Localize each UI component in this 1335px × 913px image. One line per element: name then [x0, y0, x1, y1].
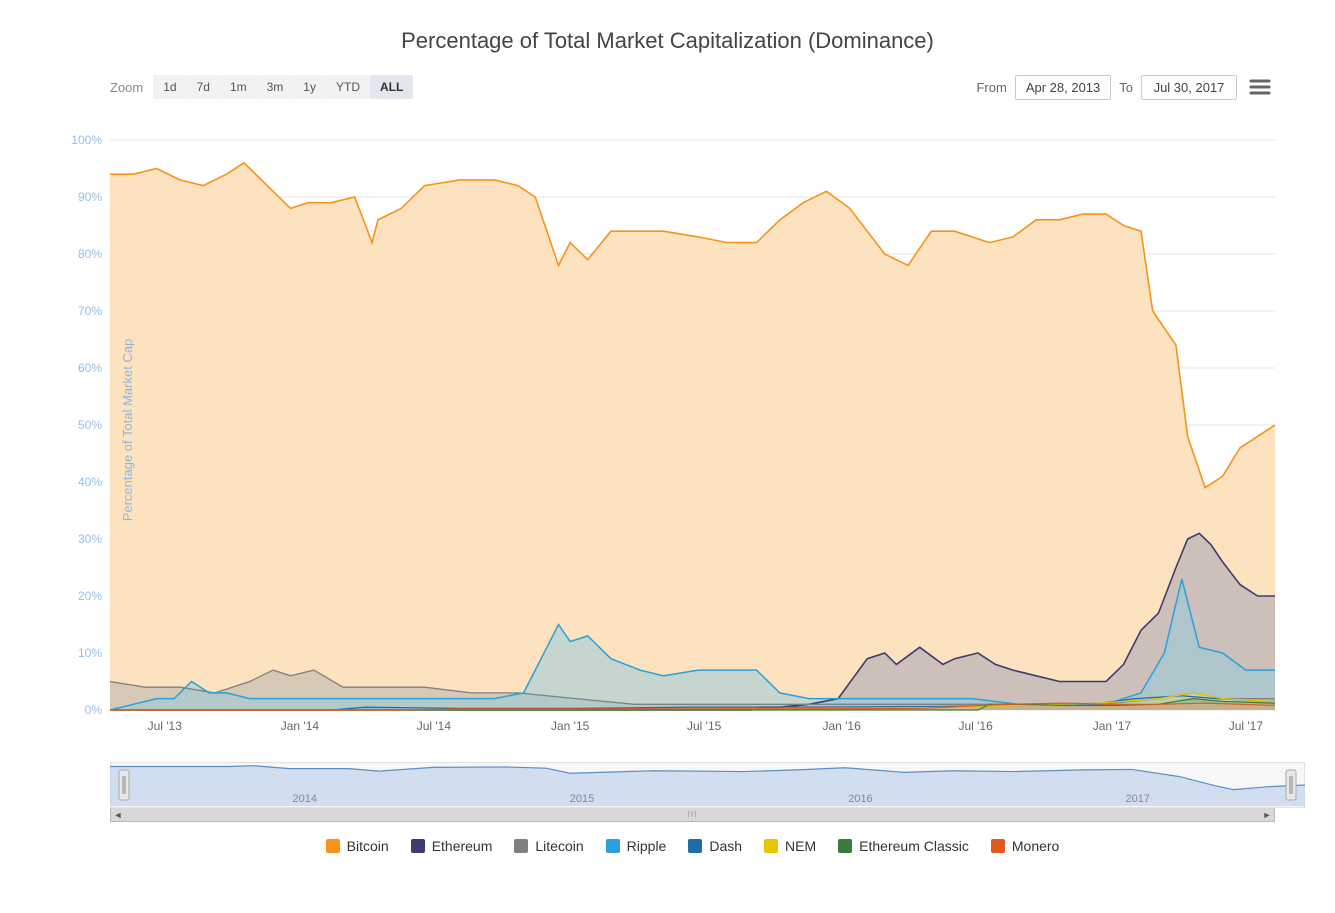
- legend-label: NEM: [785, 838, 816, 854]
- svg-text:100%: 100%: [71, 133, 102, 147]
- navigator-svg: 2014 2015 2016 2017: [110, 762, 1305, 808]
- svg-text:50%: 50%: [78, 418, 102, 432]
- to-label: To: [1119, 80, 1133, 95]
- svg-text:Jul '16: Jul '16: [958, 719, 993, 733]
- legend-swatch: [411, 839, 425, 853]
- svg-text:2015: 2015: [570, 793, 594, 805]
- legend-item-bitcoin[interactable]: Bitcoin: [326, 838, 389, 854]
- from-label: From: [976, 80, 1006, 95]
- svg-text:2014: 2014: [293, 793, 317, 805]
- svg-text:Jan '17: Jan '17: [1093, 719, 1132, 733]
- legend-swatch: [764, 839, 778, 853]
- svg-text:Jan '14: Jan '14: [281, 719, 320, 733]
- legend-label: Ripple: [627, 838, 667, 854]
- svg-text:40%: 40%: [78, 475, 102, 489]
- svg-text:30%: 30%: [78, 532, 102, 546]
- svg-text:0%: 0%: [85, 703, 103, 717]
- scroll-grip-icon[interactable]: III: [688, 810, 698, 819]
- chart-title: Percentage of Total Market Capitalizatio…: [30, 28, 1305, 54]
- zoom-ytd-button[interactable]: YTD: [326, 75, 370, 99]
- legend-item-ethereum[interactable]: Ethereum: [411, 838, 493, 854]
- svg-text:2017: 2017: [1125, 793, 1149, 805]
- legend-label: Ethereum: [432, 838, 493, 854]
- legend-swatch: [326, 839, 340, 853]
- zoom-controls: Zoom 1d7d1m3m1yYTDALL: [110, 75, 413, 99]
- to-date-input[interactable]: Jul 30, 2017: [1141, 75, 1237, 100]
- plot-area[interactable]: Percentage of Total Market Cap 0% 10% 20% 3…: [30, 110, 1305, 750]
- zoom-1m-button[interactable]: 1m: [220, 75, 257, 99]
- legend-item-ripple[interactable]: Ripple: [606, 838, 667, 854]
- svg-text:2016: 2016: [848, 793, 872, 805]
- scroll-right-icon[interactable]: ►: [1262, 810, 1272, 820]
- zoom-label: Zoom: [110, 80, 143, 95]
- legend-swatch: [991, 839, 1005, 853]
- legend-item-nem[interactable]: NEM: [764, 838, 816, 854]
- scroll-left-icon[interactable]: ◄: [113, 810, 123, 820]
- zoom-1y-button[interactable]: 1y: [293, 75, 326, 99]
- svg-text:Jan '15: Jan '15: [551, 719, 590, 733]
- legend-swatch: [606, 839, 620, 853]
- legend-label: Bitcoin: [347, 838, 389, 854]
- chart-svg: 0% 10% 20% 30% 40% 50% 60% 70% 80% 90% 100% Jul '13…: [30, 110, 1305, 750]
- legend-item-dash[interactable]: Dash: [688, 838, 742, 854]
- chart-toolbar: Zoom 1d7d1m3m1yYTDALL From Apr 28, 2013 …: [110, 74, 1275, 100]
- svg-text:Jul '15: Jul '15: [687, 719, 722, 733]
- svg-text:Jul '13: Jul '13: [148, 719, 183, 733]
- svg-text:Jul '14: Jul '14: [417, 719, 452, 733]
- svg-text:80%: 80%: [78, 247, 102, 261]
- zoom-1d-button[interactable]: 1d: [153, 75, 186, 99]
- legend-label: Ethereum Classic: [859, 838, 969, 854]
- legend-label: Dash: [709, 838, 742, 854]
- zoom-7d-button[interactable]: 7d: [187, 75, 220, 99]
- svg-text:90%: 90%: [78, 190, 102, 204]
- navigator-scrollbar[interactable]: ◄ III ►: [110, 808, 1275, 822]
- svg-text:60%: 60%: [78, 361, 102, 375]
- legend-item-monero[interactable]: Monero: [991, 838, 1059, 854]
- legend-label: Monero: [1012, 838, 1059, 854]
- from-date-input[interactable]: Apr 28, 2013: [1015, 75, 1111, 100]
- export-menu-icon[interactable]: [1245, 74, 1275, 100]
- legend-label: Litecoin: [535, 838, 583, 854]
- legend-swatch: [838, 839, 852, 853]
- svg-text:20%: 20%: [78, 589, 102, 603]
- svg-text:70%: 70%: [78, 304, 102, 318]
- y-axis-title: Percentage of Total Market Cap: [120, 339, 135, 522]
- legend-item-litecoin[interactable]: Litecoin: [514, 838, 583, 854]
- legend-swatch: [688, 839, 702, 853]
- svg-text:Jan '16: Jan '16: [822, 719, 861, 733]
- zoom-3m-button[interactable]: 3m: [257, 75, 294, 99]
- date-range-controls: From Apr 28, 2013 To Jul 30, 2017: [976, 74, 1275, 100]
- legend-item-ethereum-classic[interactable]: Ethereum Classic: [838, 838, 969, 854]
- legend-swatch: [514, 839, 528, 853]
- legend: Bitcoin Ethereum Litecoin Ripple Dash NEM Ethe…: [110, 838, 1275, 854]
- zoom-all-button[interactable]: ALL: [370, 75, 413, 99]
- svg-text:Jul '17: Jul '17: [1229, 719, 1264, 733]
- chart-container: Percentage of Total Market Capitalizatio…: [0, 0, 1335, 913]
- navigator[interactable]: 2014 2015 2016 2017 ◄ III ►: [110, 762, 1275, 822]
- svg-text:10%: 10%: [78, 646, 102, 660]
